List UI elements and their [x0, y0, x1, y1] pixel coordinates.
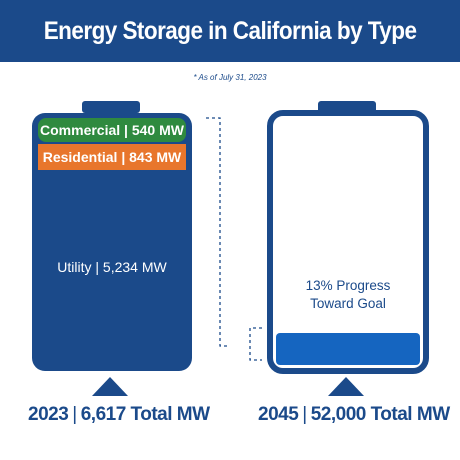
utility-label: Utility | 5,234 MW: [57, 259, 167, 275]
progress-label-line1: 13% Progress: [306, 278, 391, 293]
chart-title: Energy Storage in California by Type: [43, 16, 417, 45]
current-year: 2023: [28, 404, 69, 425]
commercial-label: Commercial | 540 MW: [40, 122, 185, 138]
utility-segment: [38, 170, 186, 365]
title-bar: Energy Storage in California by Type: [0, 0, 460, 62]
commercial-segment: [38, 118, 186, 142]
dashed-bracket-short: [249, 327, 262, 361]
left-battery-terminal: [82, 101, 140, 113]
right-triangle-marker: [328, 377, 364, 396]
right-battery-body: [267, 110, 429, 374]
residential-label: Residential | 843 MW: [43, 149, 182, 165]
goal-total-label: 52,000 Total MW: [310, 404, 450, 425]
residential-segment: [38, 144, 186, 170]
goal-total: 2045 | 52,000 Total MW: [258, 404, 450, 425]
progress-label-line2: Toward Goal: [310, 296, 386, 311]
as-of-note: * As of July 31, 2023: [193, 73, 267, 82]
current-total-label: 6,617 Total MW: [80, 404, 210, 425]
left-triangle-marker: [92, 377, 128, 396]
dashed-bracket: [206, 117, 228, 347]
goal-year: 2045: [258, 404, 299, 425]
progress-fill: [276, 333, 420, 365]
current-total: 2023 | 6,617 Total MW: [28, 404, 210, 425]
